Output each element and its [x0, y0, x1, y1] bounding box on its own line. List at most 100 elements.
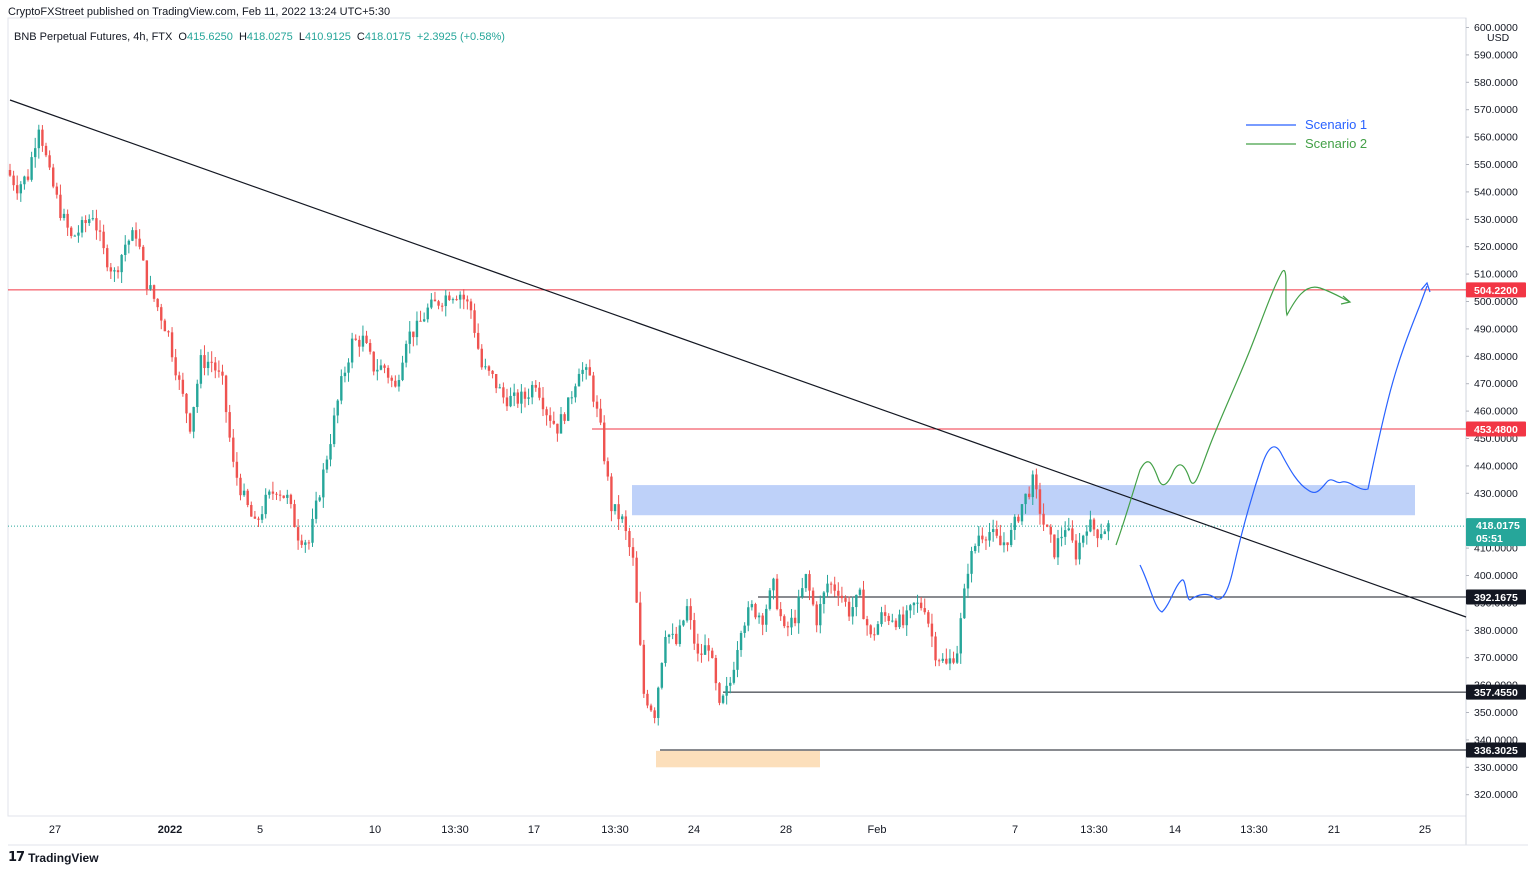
candle-body [224, 375, 228, 413]
price-lines-layer [8, 289, 1466, 751]
candle-body [613, 504, 617, 512]
candle-body [476, 332, 480, 349]
candle-body [181, 379, 185, 394]
candle-body [786, 626, 790, 628]
candle-body [253, 516, 257, 519]
candle-body [329, 444, 332, 460]
candle-body [307, 542, 311, 544]
price-tick-label: 350.0000 [1474, 707, 1518, 719]
candle-body [721, 695, 725, 703]
tradingview-brand: TradingView [28, 850, 99, 865]
candle-body [808, 574, 811, 591]
price-tick-label: 600.0000 [1474, 22, 1518, 34]
candle-body [451, 299, 455, 301]
candle-body [455, 299, 458, 301]
candle-body [934, 636, 937, 661]
candle-body [437, 301, 440, 306]
close-value: 418.0175 [364, 31, 411, 43]
candle-body [408, 331, 411, 344]
tradingview-footer[interactable]: 17 TradingView [8, 850, 99, 865]
price-tag-bg [1466, 282, 1526, 298]
candle-body [927, 612, 930, 624]
time-tick-label: 27 [49, 824, 61, 836]
candle-body [732, 669, 736, 683]
candle-body [286, 494, 289, 498]
price-tick-label: 480.0000 [1474, 351, 1518, 363]
candle-body [433, 299, 437, 302]
candle-body [556, 423, 559, 434]
candle-body [995, 529, 998, 536]
candle-body [685, 606, 689, 621]
candle-body [718, 683, 721, 703]
candle-body [1089, 519, 1092, 532]
candle-body [376, 369, 379, 372]
candle-body [765, 608, 768, 625]
candle-body [80, 220, 84, 233]
candle-body [603, 422, 606, 462]
candle-body [635, 557, 638, 603]
candle-body [494, 373, 498, 389]
candle-body [793, 617, 797, 624]
candle-body [480, 348, 483, 368]
candle-body [700, 653, 703, 655]
candle-body [340, 376, 343, 401]
candle-body [822, 592, 826, 605]
candle-body [1013, 516, 1016, 530]
price-tick-label: 400.0000 [1474, 570, 1518, 582]
price-axis[interactable]: 600.0000 590.0000 580.0000 570.0000 560.0000… [1466, 22, 1518, 801]
candle-body [131, 230, 134, 241]
candle-body [487, 366, 491, 371]
symbol-name[interactable]: BNB Perpetual Futures, 4h, FTX [14, 31, 173, 43]
candles-layer [8, 124, 1110, 726]
candle-body [192, 407, 195, 432]
candle-body [1042, 513, 1045, 525]
candle-body [293, 504, 296, 528]
candle-body [552, 420, 555, 424]
candle-body [62, 213, 66, 218]
price-tick-label: 560.0000 [1474, 132, 1518, 144]
candle-body [1096, 529, 1099, 539]
candle-body [415, 320, 419, 338]
candle-body [275, 493, 278, 495]
candle-body [401, 362, 404, 381]
candle-body [145, 260, 149, 290]
candle-body [595, 401, 599, 409]
candle-body [783, 616, 786, 627]
time-axis[interactable]: 27 2022 5 10 13:30 17 13:30 24 28 Feb 7 13:30 14 13:3… [49, 824, 1431, 836]
candle-body [621, 516, 624, 520]
candle-body [498, 387, 501, 389]
candle-body [1103, 531, 1106, 535]
candle-body [358, 339, 361, 347]
time-tick-label: 28 [780, 824, 792, 836]
candle-body [260, 514, 264, 520]
candle-body [548, 415, 552, 421]
price-tick-label: 530.0000 [1474, 214, 1518, 226]
candle-body [88, 219, 91, 224]
candle-body [1002, 542, 1006, 546]
price-tick-label: 330.0000 [1474, 762, 1518, 774]
candle-body [1049, 526, 1052, 535]
candle-body [386, 367, 390, 378]
candle-body [696, 643, 700, 654]
candle-body [491, 370, 494, 374]
candle-body [606, 461, 610, 477]
candle-body [592, 375, 595, 402]
candle-body [239, 477, 242, 496]
candle-body [296, 527, 300, 541]
time-tick-label: 13:30 [441, 824, 469, 836]
candle-body [826, 583, 829, 593]
candle-body [725, 685, 728, 696]
candle-body [1085, 531, 1088, 536]
candle-body [1035, 474, 1038, 490]
candle-body [657, 687, 660, 718]
candle-body [829, 583, 833, 585]
candle-body [585, 367, 588, 370]
tradingview-logo-icon: 17 [8, 850, 25, 865]
candle-body [1060, 536, 1063, 539]
candle-body [801, 588, 804, 597]
candle-body [257, 518, 260, 520]
candle-body [772, 578, 775, 591]
scenario-legend-label: Scenario 2 [1305, 136, 1367, 151]
candle-body [91, 218, 95, 220]
